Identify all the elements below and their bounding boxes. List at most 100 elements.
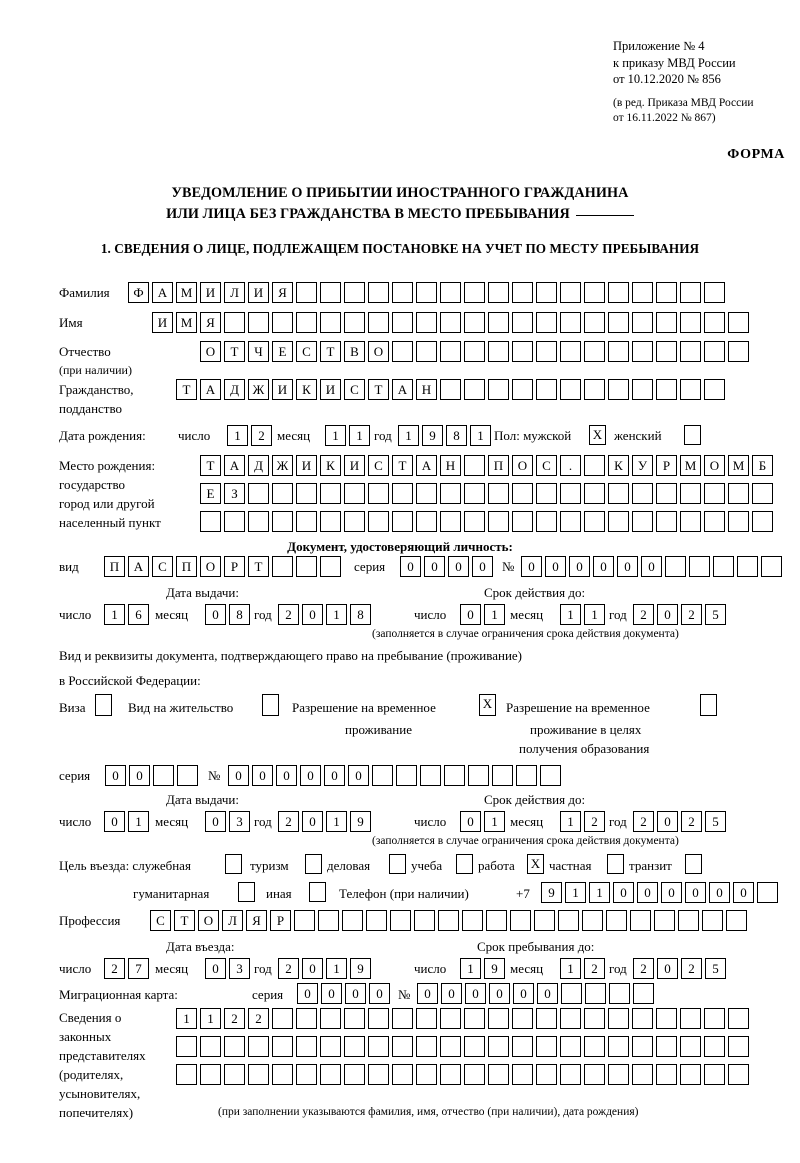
form-cell[interactable] xyxy=(368,312,389,333)
form-cell[interactable]: 2 xyxy=(224,1008,245,1029)
form-cell[interactable]: 0 xyxy=(489,983,510,1004)
form-cell[interactable] xyxy=(492,765,513,786)
purpose-business-checkbox[interactable] xyxy=(389,854,406,874)
form-cell[interactable]: С xyxy=(296,341,317,362)
form-cell[interactable] xyxy=(680,282,701,303)
form-cell[interactable]: 2 xyxy=(584,811,605,832)
form-cell[interactable]: 2 xyxy=(633,604,654,625)
form-cell[interactable] xyxy=(488,1064,509,1085)
form-cell[interactable] xyxy=(440,282,461,303)
form-cell[interactable] xyxy=(536,379,557,400)
form-cell[interactable] xyxy=(416,1036,437,1057)
form-cell[interactable] xyxy=(704,282,725,303)
form-cell[interactable]: 6 xyxy=(128,604,149,625)
form-cell[interactable] xyxy=(630,910,651,931)
form-cell[interactable]: 0 xyxy=(104,811,125,832)
form-cell[interactable] xyxy=(608,312,629,333)
form-cell[interactable]: С xyxy=(150,910,171,931)
form-cell[interactable] xyxy=(633,983,654,1004)
form-cell[interactable] xyxy=(296,1008,317,1029)
form-cell[interactable]: 0 xyxy=(302,811,323,832)
form-cell[interactable]: 0 xyxy=(460,811,481,832)
form-cell[interactable] xyxy=(757,882,778,903)
form-cell[interactable] xyxy=(464,1036,485,1057)
form-cell[interactable] xyxy=(464,511,485,532)
form-cell[interactable]: 1 xyxy=(589,882,610,903)
form-cell[interactable] xyxy=(582,910,603,931)
form-cell[interactable] xyxy=(416,312,437,333)
form-cell[interactable]: А xyxy=(200,379,221,400)
form-cell[interactable]: 0 xyxy=(400,556,421,577)
form-cell[interactable]: 0 xyxy=(345,983,366,1004)
form-cell[interactable] xyxy=(272,511,293,532)
form-cell[interactable]: 0 xyxy=(537,983,558,1004)
purpose-official-checkbox[interactable] xyxy=(225,854,242,874)
form-cell[interactable]: 1 xyxy=(200,1008,221,1029)
form-cell[interactable] xyxy=(416,1064,437,1085)
form-cell[interactable]: М xyxy=(176,312,197,333)
form-cell[interactable] xyxy=(680,511,701,532)
form-cell[interactable]: А xyxy=(392,379,413,400)
form-cell[interactable] xyxy=(560,1036,581,1057)
form-cell[interactable]: 0 xyxy=(441,983,462,1004)
form-cell[interactable] xyxy=(464,1008,485,1029)
form-cell[interactable] xyxy=(512,511,533,532)
form-cell[interactable] xyxy=(320,1008,341,1029)
form-cell[interactable] xyxy=(632,511,653,532)
form-cell[interactable]: И xyxy=(152,312,173,333)
form-cell[interactable] xyxy=(608,1008,629,1029)
form-cell[interactable]: Т xyxy=(174,910,195,931)
form-cell[interactable] xyxy=(414,910,435,931)
form-cell[interactable]: 0 xyxy=(521,556,542,577)
form-cell[interactable]: 0 xyxy=(228,765,249,786)
form-cell[interactable] xyxy=(440,483,461,504)
form-cell[interactable]: 1 xyxy=(484,604,505,625)
form-cell[interactable]: С xyxy=(368,455,389,476)
form-cell[interactable]: 2 xyxy=(251,425,272,446)
form-cell[interactable] xyxy=(272,556,293,577)
form-cell[interactable] xyxy=(536,341,557,362)
form-cell[interactable]: 0 xyxy=(205,811,226,832)
form-cell[interactable] xyxy=(368,483,389,504)
form-cell[interactable] xyxy=(536,312,557,333)
form-cell[interactable]: 0 xyxy=(685,882,706,903)
form-cell[interactable] xyxy=(680,1008,701,1029)
form-cell[interactable]: 3 xyxy=(229,811,250,832)
form-cell[interactable]: Т xyxy=(200,455,221,476)
form-cell[interactable] xyxy=(368,1064,389,1085)
form-cell[interactable] xyxy=(296,1036,317,1057)
form-cell[interactable]: 1 xyxy=(349,425,370,446)
form-cell[interactable] xyxy=(464,379,485,400)
form-cell[interactable]: Е xyxy=(272,341,293,362)
form-cell[interactable] xyxy=(752,511,773,532)
form-cell[interactable] xyxy=(320,1064,341,1085)
form-cell[interactable] xyxy=(416,511,437,532)
form-cell[interactable]: С xyxy=(152,556,173,577)
form-cell[interactable]: 0 xyxy=(569,556,590,577)
form-cell[interactable] xyxy=(608,282,629,303)
form-cell[interactable]: Д xyxy=(224,379,245,400)
form-cell[interactable]: П xyxy=(488,455,509,476)
form-cell[interactable] xyxy=(728,483,749,504)
form-cell[interactable]: А xyxy=(416,455,437,476)
form-cell[interactable]: 2 xyxy=(584,958,605,979)
form-cell[interactable]: 5 xyxy=(705,811,726,832)
form-cell[interactable] xyxy=(320,483,341,504)
form-cell[interactable] xyxy=(609,983,630,1004)
form-cell[interactable]: Ж xyxy=(272,455,293,476)
legal-rep-boxes-2[interactable] xyxy=(176,1036,749,1057)
form-cell[interactable]: 0 xyxy=(348,765,369,786)
form-cell[interactable]: 0 xyxy=(252,765,273,786)
form-cell[interactable]: Я xyxy=(246,910,267,931)
form-cell[interactable] xyxy=(702,910,723,931)
